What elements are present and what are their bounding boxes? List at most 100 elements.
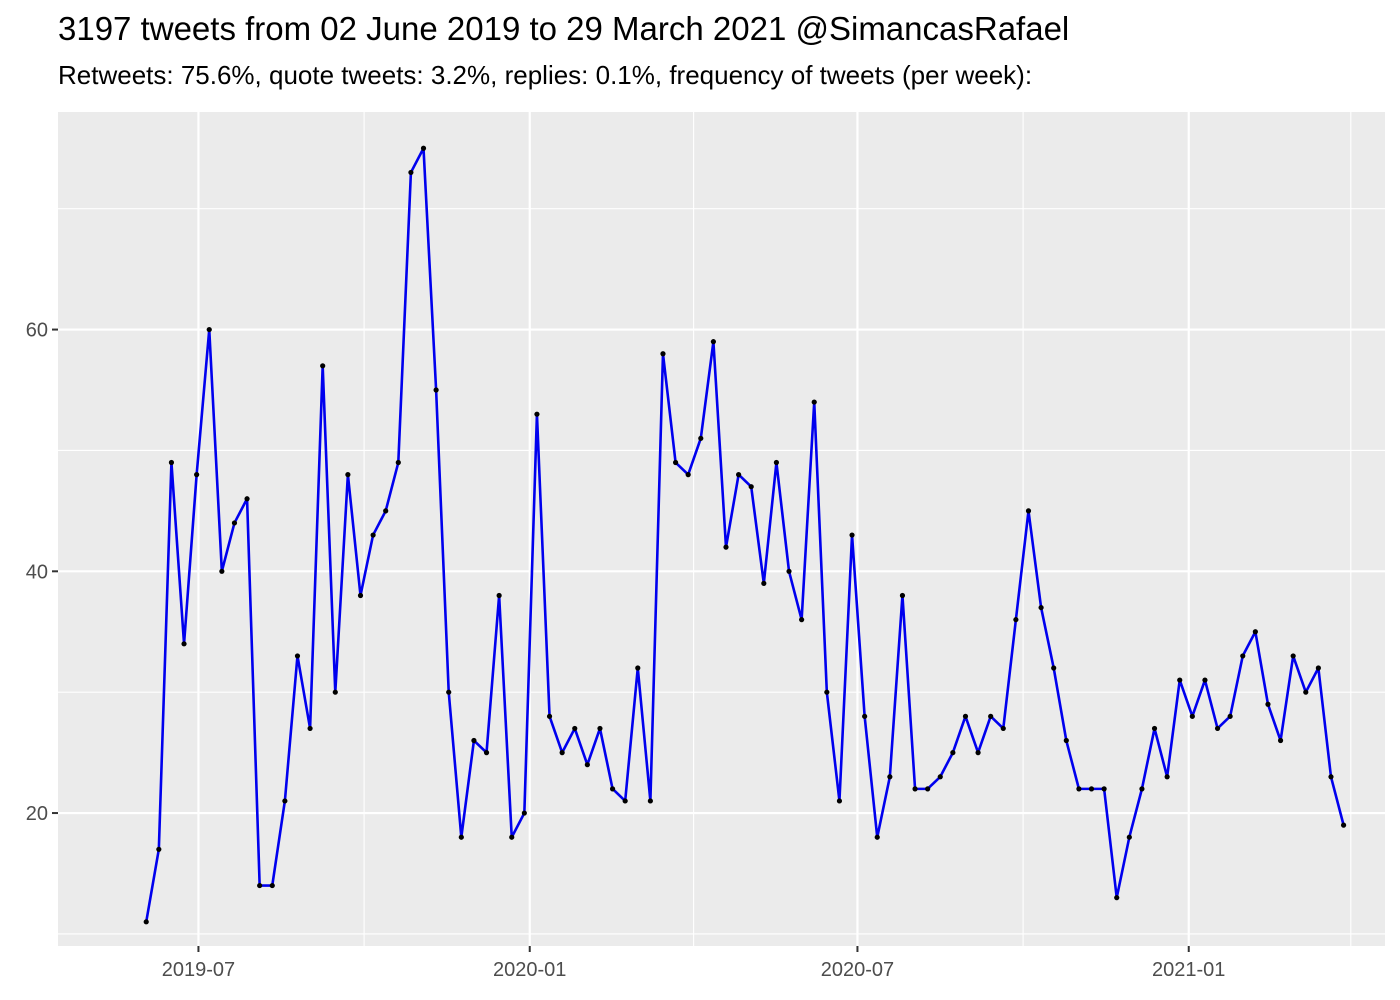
data-point [1214,725,1221,732]
data-point [786,568,792,574]
data-point [420,145,427,151]
data-point [698,435,704,441]
data-point [408,169,414,176]
data-point [1303,689,1309,695]
tick-labels: 2019-07 2020-01 2020-07 2021-01 20 40 60 [26,320,1226,981]
data-point [521,810,527,816]
data-point [1139,786,1145,792]
axis-ticks [52,328,1190,952]
data-point [282,798,288,804]
data-point [975,750,981,756]
data-point [483,750,490,756]
data-point [609,786,616,792]
data-point [1038,604,1044,611]
data-point [849,532,855,538]
data-point [206,326,212,333]
data-point [685,472,691,478]
x-tick-label: 2020-01 [493,959,566,981]
data-point [370,532,376,538]
data-point [471,737,477,744]
data-point [748,484,754,490]
data-point [874,834,880,840]
data-point [534,411,540,417]
data-point [1051,665,1057,671]
data-point [446,689,452,695]
data-point [1151,725,1158,732]
data-point [357,592,364,599]
data-point [1126,834,1132,840]
data-point [395,459,401,466]
y-tick-label: 40 [26,561,48,583]
data-point [1063,737,1069,744]
data-point [1227,713,1233,719]
data-point [1265,701,1271,707]
y-tick-label: 20 [26,803,48,825]
data-point [962,713,969,719]
data-point [1013,617,1019,623]
data-point [899,592,906,599]
data-point [1328,774,1334,780]
data-point [1290,653,1296,659]
data-point [761,580,767,586]
data-point [1240,653,1246,659]
data-point [736,472,742,478]
x-tick-label: 2019-07 [162,959,235,981]
data-point [773,459,780,466]
data-point [836,798,843,804]
tweet-frequency-line [144,146,1345,923]
data-point [458,834,464,840]
data-point [168,459,175,466]
data-point [925,786,931,792]
data-point [937,774,943,780]
data-point [509,834,515,840]
major-gridlines [58,112,1385,946]
minor-gridlines [58,112,1385,946]
data-point [710,339,716,345]
data-point [496,592,502,599]
data-point [635,665,641,671]
data-point [1189,713,1195,719]
data-point [1164,774,1170,780]
data-point [143,919,149,925]
chart-subtitle: Retweets: 75.6%, quote tweets: 3.2%, rep… [58,60,1033,90]
data-point [1025,508,1032,514]
data-point [307,725,313,732]
data-point [988,713,994,719]
data-point [1252,629,1258,635]
data-point [1088,786,1095,792]
data-point [672,459,679,466]
data-point [1277,737,1284,744]
data-point [1315,665,1321,671]
data-point [1114,895,1120,901]
data-point [1177,677,1183,683]
data-point [194,472,200,478]
data-point [660,351,666,357]
data-point [546,713,553,719]
plot-panel [58,112,1385,946]
data-point [647,798,653,804]
data-point [799,617,805,623]
data-point [887,774,893,780]
data-points [143,145,1347,925]
data-point [345,472,351,478]
data-point [622,798,628,804]
data-point [320,363,326,369]
data-point [1340,822,1347,828]
data-point [1000,725,1006,732]
chart-title: 3197 tweets from 02 June 2019 to 29 Marc… [58,10,1070,47]
data-point [597,725,603,732]
data-point [244,496,250,502]
data-point [181,641,187,647]
data-point [269,882,275,889]
data-point [1202,677,1208,683]
data-point [1101,786,1107,792]
data-point [383,508,389,514]
data-point [862,713,868,719]
data-point [559,750,565,756]
x-tick-label: 2020-07 [821,959,894,981]
data-point [1076,786,1082,792]
data-point [257,882,263,889]
x-tick-label: 2021-01 [1152,959,1225,981]
data-point [433,387,439,393]
